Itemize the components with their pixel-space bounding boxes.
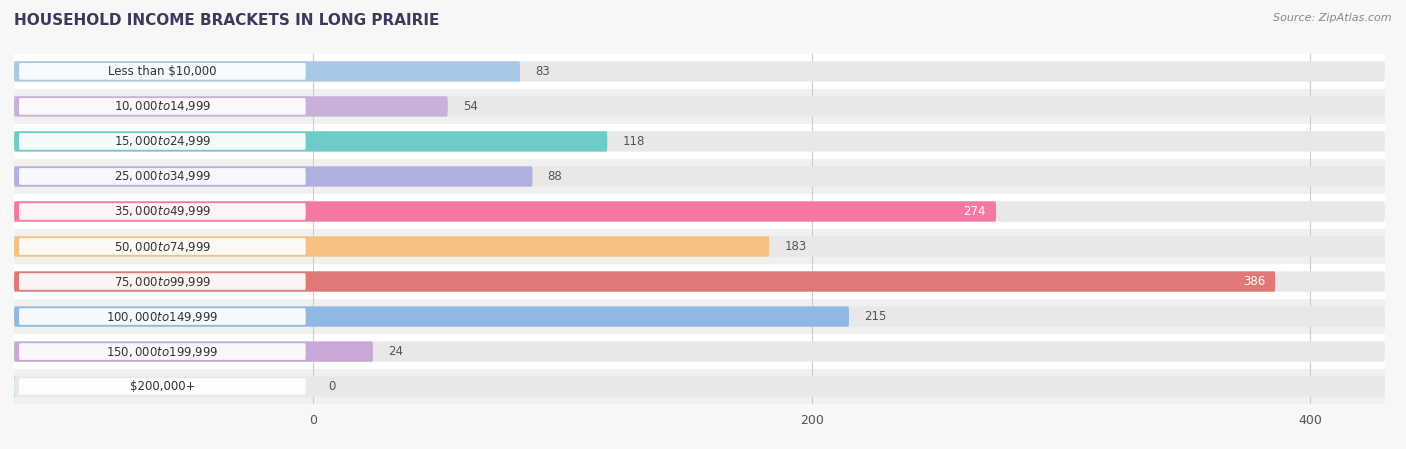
Text: 215: 215 xyxy=(863,310,886,323)
Bar xyxy=(14,89,1385,124)
FancyBboxPatch shape xyxy=(14,166,1385,187)
Bar xyxy=(14,54,1385,89)
Text: $25,000 to $34,999: $25,000 to $34,999 xyxy=(114,169,211,184)
FancyBboxPatch shape xyxy=(20,133,305,150)
FancyBboxPatch shape xyxy=(14,201,1385,222)
Bar xyxy=(14,194,1385,229)
Text: 88: 88 xyxy=(547,170,562,183)
FancyBboxPatch shape xyxy=(14,166,533,187)
Text: 386: 386 xyxy=(1243,275,1265,288)
FancyBboxPatch shape xyxy=(14,131,1385,152)
FancyBboxPatch shape xyxy=(14,61,520,82)
FancyBboxPatch shape xyxy=(14,131,607,152)
Text: $35,000 to $49,999: $35,000 to $49,999 xyxy=(114,204,211,219)
FancyBboxPatch shape xyxy=(14,96,1385,117)
Text: 118: 118 xyxy=(623,135,644,148)
Bar xyxy=(14,369,1385,404)
Bar xyxy=(14,334,1385,369)
FancyBboxPatch shape xyxy=(20,343,305,360)
FancyBboxPatch shape xyxy=(20,238,305,255)
Bar xyxy=(14,264,1385,299)
Text: 274: 274 xyxy=(963,205,986,218)
FancyBboxPatch shape xyxy=(14,61,1385,82)
FancyBboxPatch shape xyxy=(14,236,1385,257)
FancyBboxPatch shape xyxy=(14,306,849,327)
Bar xyxy=(14,299,1385,334)
Text: $100,000 to $149,999: $100,000 to $149,999 xyxy=(107,309,218,324)
FancyBboxPatch shape xyxy=(20,98,305,115)
FancyBboxPatch shape xyxy=(20,203,305,220)
Text: Source: ZipAtlas.com: Source: ZipAtlas.com xyxy=(1274,13,1392,23)
FancyBboxPatch shape xyxy=(14,236,769,257)
Text: 183: 183 xyxy=(785,240,807,253)
FancyBboxPatch shape xyxy=(14,341,1385,362)
FancyBboxPatch shape xyxy=(20,308,305,325)
Text: 54: 54 xyxy=(463,100,478,113)
Text: $15,000 to $24,999: $15,000 to $24,999 xyxy=(114,134,211,149)
Bar xyxy=(14,124,1385,159)
Text: HOUSEHOLD INCOME BRACKETS IN LONG PRAIRIE: HOUSEHOLD INCOME BRACKETS IN LONG PRAIRI… xyxy=(14,13,440,28)
Text: 24: 24 xyxy=(388,345,404,358)
FancyBboxPatch shape xyxy=(20,63,305,80)
Text: $10,000 to $14,999: $10,000 to $14,999 xyxy=(114,99,211,114)
FancyBboxPatch shape xyxy=(14,341,373,362)
Text: 0: 0 xyxy=(328,380,336,393)
Text: $200,000+: $200,000+ xyxy=(129,380,195,393)
Text: $75,000 to $99,999: $75,000 to $99,999 xyxy=(114,274,211,289)
FancyBboxPatch shape xyxy=(20,273,305,290)
FancyBboxPatch shape xyxy=(14,201,995,222)
FancyBboxPatch shape xyxy=(14,306,1385,327)
FancyBboxPatch shape xyxy=(14,271,1385,292)
FancyBboxPatch shape xyxy=(20,378,305,395)
FancyBboxPatch shape xyxy=(20,168,305,185)
Text: Less than $10,000: Less than $10,000 xyxy=(108,65,217,78)
Bar xyxy=(14,159,1385,194)
Text: $50,000 to $74,999: $50,000 to $74,999 xyxy=(114,239,211,254)
FancyBboxPatch shape xyxy=(14,96,447,117)
Text: $150,000 to $199,999: $150,000 to $199,999 xyxy=(107,344,218,359)
Text: 83: 83 xyxy=(536,65,550,78)
FancyBboxPatch shape xyxy=(14,271,1275,292)
Bar xyxy=(14,229,1385,264)
FancyBboxPatch shape xyxy=(14,376,1385,397)
